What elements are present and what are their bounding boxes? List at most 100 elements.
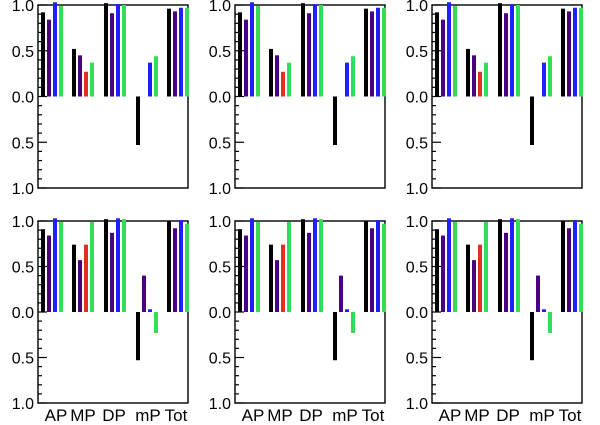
y-tick-label: 0.5 [209, 135, 231, 152]
bar-DP-purple [110, 13, 114, 97]
bar-Tot-black [364, 8, 368, 97]
x-category-label: DP [102, 406, 126, 425]
bar-Tot-purple [370, 11, 374, 97]
bar-MP-purple [275, 260, 279, 312]
y-tick-label: 0.5 [12, 135, 34, 152]
bar-MP-purple [472, 55, 476, 97]
bar-AP-purple [244, 19, 248, 97]
chart-panel-bottom-left: 1.0 0.5 0.0 0.5 1.0 AP MP DP mP Tot [12, 214, 189, 425]
bar-AP-blue [53, 2, 57, 97]
x-category-label: mP [135, 406, 161, 425]
bar-DP-purple [504, 232, 508, 312]
bar-MP-black [466, 48, 470, 97]
bar-Tot-red_green [382, 7, 386, 97]
bar-MP-red_green [484, 221, 488, 312]
bar-Tot-red_green [579, 7, 583, 97]
bar-AP-blue [447, 218, 451, 312]
x-category-label: AP [439, 406, 462, 425]
bar-MP-purple [275, 55, 279, 97]
bar-MP-blue [281, 244, 285, 312]
bar-DP-red_green [516, 219, 520, 312]
bar-DP-blue [313, 218, 317, 312]
bar-Tot-purple [567, 228, 571, 312]
y-tick-label: 1.0 [12, 214, 34, 231]
y-tick-label: 0.5 [209, 260, 231, 277]
y-tick-label: 1.0 [12, 0, 34, 15]
bar-DP-blue [116, 4, 120, 97]
bar-DP-red_green [319, 219, 323, 312]
y-tick-label: 1.0 [406, 0, 428, 15]
bar-DP-black [498, 219, 502, 312]
bar-DP-purple [307, 13, 311, 97]
bar-DP-black [104, 3, 108, 97]
x-category-label: mP [529, 406, 555, 425]
y-tick-label: 1.0 [406, 181, 428, 198]
y-tick-label: 1.0 [406, 214, 428, 231]
bar-MP-red_green [287, 62, 291, 97]
bar-MP-black [466, 244, 470, 312]
y-tick-label: 0.5 [12, 260, 34, 277]
bar-Tot-purple [567, 11, 571, 97]
bar-AP-red_green [453, 221, 457, 312]
bar-Tot-blue [376, 7, 380, 97]
bar-AP-blue [447, 2, 451, 97]
x-category-label: MP [464, 406, 490, 425]
bar-AP-purple [441, 235, 445, 312]
bar-MP-black [72, 48, 76, 97]
bar-MP-black [269, 48, 273, 97]
bar-AP-black [41, 12, 45, 97]
bar-AP-purple [47, 235, 51, 312]
y-tick-label: 1.0 [209, 181, 231, 198]
bar-DP-red_green [122, 5, 126, 97]
bar-DP-blue [510, 218, 514, 312]
bar-AP-black [41, 229, 45, 312]
bar-AP-blue [53, 218, 57, 312]
x-category-label: DP [496, 406, 520, 425]
bar-Tot-purple [370, 228, 374, 312]
y-tick-label: 0.5 [406, 135, 428, 152]
y-tick-label: 1.0 [406, 396, 428, 413]
bar-mP-black [136, 96, 140, 145]
bar-MP-blue [478, 71, 482, 97]
bar-mP-red_green [154, 312, 158, 333]
bar-AP-red_green [256, 5, 260, 97]
bar-mP-red_green [548, 312, 552, 333]
bar-DP-blue [116, 218, 120, 312]
bar-mP-red_green [548, 56, 552, 97]
bar-Tot-blue [376, 220, 380, 312]
bar-mP-purple [536, 275, 540, 312]
x-category-label: Tot [559, 406, 582, 425]
x-category-label: AP [242, 406, 265, 425]
bar-Tot-purple [173, 228, 177, 312]
bar-DP-red_green [319, 5, 323, 97]
bar-AP-blue [250, 218, 254, 312]
y-tick-label: 1.0 [12, 396, 34, 413]
y-tick-label: 0.5 [209, 44, 231, 61]
bar-AP-blue [250, 2, 254, 97]
chart-panel-top-left: 1.0 0.5 0.0 0.5 1.0 [12, 0, 189, 198]
bar-MP-red_green [90, 62, 94, 97]
bar-mP-blue [542, 309, 546, 312]
bar-mP-black [530, 96, 534, 145]
bar-MP-red_green [287, 221, 291, 312]
y-tick-label: 0.5 [406, 44, 428, 61]
bar-AP-black [238, 229, 242, 312]
y-tick-label: 0.0 [209, 90, 231, 107]
bar-MP-black [72, 244, 76, 312]
bar-mP-black [333, 312, 337, 361]
bar-mP-blue [148, 62, 152, 97]
bar-Tot-blue [179, 7, 183, 97]
x-category-label: AP [45, 406, 68, 425]
bar-MP-blue [84, 71, 88, 97]
bar-AP-purple [441, 19, 445, 97]
bar-Tot-red_green [185, 7, 189, 97]
bar-mP-blue [542, 62, 546, 97]
y-tick-label: 0.0 [406, 305, 428, 322]
bar-MP-red_green [484, 62, 488, 97]
y-tick-label: 0.0 [406, 90, 428, 107]
bar-DP-black [301, 219, 305, 312]
bar-MP-blue [478, 244, 482, 312]
y-tick-label: 0.0 [12, 305, 34, 322]
bar-DP-black [104, 219, 108, 312]
bar-MP-blue [281, 71, 285, 97]
